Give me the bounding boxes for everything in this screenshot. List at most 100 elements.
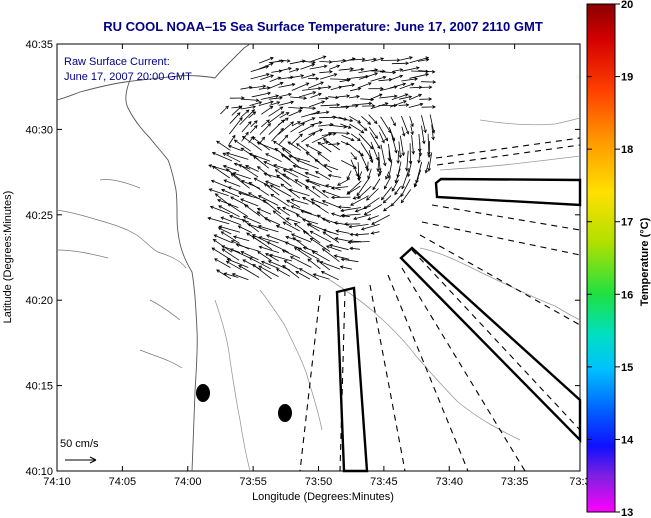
- current-vector-head: [288, 67, 292, 71]
- current-vector: [299, 268, 320, 280]
- current-vector: [258, 265, 279, 277]
- current-vector: [296, 159, 319, 170]
- current-vector-head: [208, 164, 212, 168]
- current-vector: [349, 224, 369, 228]
- current-vector: [211, 180, 230, 189]
- current-vector: [276, 225, 293, 233]
- current-vector-head: [428, 97, 433, 101]
- current-vector: [348, 95, 360, 99]
- current-vector-head: [432, 105, 436, 109]
- current-vector: [315, 171, 331, 181]
- current-vector: [401, 115, 409, 135]
- current-vector: [427, 133, 430, 155]
- current-vector: [410, 125, 414, 135]
- current-vector-head: [358, 175, 362, 180]
- current-vector: [331, 186, 349, 189]
- current-vector: [258, 101, 274, 106]
- current-vector-head: [258, 101, 263, 105]
- current-vector: [303, 247, 319, 253]
- current-vector: [431, 124, 434, 140]
- current-vector-head: [241, 135, 246, 140]
- current-vector-head: [285, 117, 289, 121]
- current-vector: [265, 253, 280, 262]
- current-vector: [290, 122, 305, 133]
- current-vector: [226, 152, 249, 160]
- current-vector-head: [267, 123, 272, 127]
- current-vector-head: [262, 199, 267, 203]
- current-vector: [270, 194, 290, 207]
- current-vector: [240, 86, 252, 90]
- current-vector: [231, 105, 242, 116]
- current-vector: [229, 215, 250, 223]
- current-vector: [328, 174, 342, 178]
- current-vector: [339, 84, 355, 88]
- current-vector: [401, 78, 418, 82]
- current-vector: [406, 150, 409, 171]
- current-vector: [370, 132, 381, 149]
- current-vector: [308, 56, 326, 63]
- current-vector-head: [427, 167, 431, 172]
- current-vector-head: [226, 258, 231, 262]
- current-vector-head: [314, 171, 319, 175]
- current-vector: [331, 213, 342, 217]
- current-vector: [308, 129, 323, 136]
- current-vector-head: [366, 197, 370, 201]
- current-vector: [319, 86, 331, 89]
- current-vector-head: [238, 191, 242, 196]
- current-vector: [320, 104, 340, 107]
- current-vector: [418, 70, 435, 73]
- current-vector-head: [289, 168, 293, 172]
- current-vector-head: [255, 98, 260, 103]
- current-vector-head: [245, 109, 250, 114]
- current-vector-head: [350, 67, 354, 71]
- current-vector: [401, 168, 410, 189]
- current-vector: [209, 188, 229, 197]
- current-vector-head: [221, 245, 225, 249]
- current-vector-head: [216, 269, 220, 273]
- current-vector: [329, 106, 349, 108]
- current-vector-head: [242, 215, 247, 220]
- current-vector: [316, 259, 331, 271]
- current-vector-head: [238, 265, 242, 269]
- current-vector-head: [279, 96, 283, 100]
- current-vector: [273, 210, 292, 226]
- current-vector-head: [318, 121, 323, 125]
- annotation-line-2: June 17, 2007 20:00 GMT: [64, 71, 192, 83]
- current-vector: [270, 184, 292, 197]
- current-vector: [366, 188, 379, 201]
- current-vector-head: [302, 246, 307, 250]
- current-vector: [391, 194, 402, 207]
- current-vector: [388, 161, 393, 178]
- current-vector-head: [210, 179, 215, 184]
- current-vector: [230, 173, 250, 189]
- current-vector-head: [409, 56, 413, 60]
- current-vector-head: [367, 175, 371, 180]
- current-vector-head: [295, 270, 299, 275]
- current-vector-head: [346, 131, 350, 136]
- current-vector-head: [253, 125, 258, 129]
- current-vector-head: [296, 159, 300, 163]
- current-vector-head: [225, 105, 229, 110]
- current-vector-head: [311, 73, 316, 77]
- current-vector-head: [377, 173, 381, 178]
- current-vector: [278, 121, 294, 135]
- current-vector: [214, 258, 231, 268]
- current-vector-head: [394, 149, 398, 154]
- current-vector: [341, 258, 359, 263]
- current-vector-head: [257, 195, 262, 199]
- current-vector: [289, 168, 310, 179]
- current-vector-head: [262, 84, 267, 89]
- current-vector-head: [232, 134, 236, 139]
- current-vector: [288, 75, 304, 79]
- current-vector-head: [265, 180, 269, 184]
- current-vector: [254, 177, 271, 187]
- x-tick-label: 73:3: [569, 476, 590, 488]
- current-vector-head: [353, 216, 357, 221]
- current-vector: [273, 140, 292, 153]
- current-vector-head: [427, 154, 431, 159]
- current-vector: [408, 103, 423, 108]
- colorbar-tick-label: 14: [621, 434, 634, 446]
- current-vector-head: [336, 142, 341, 146]
- current-vector: [329, 78, 350, 80]
- current-vector-head: [396, 58, 401, 62]
